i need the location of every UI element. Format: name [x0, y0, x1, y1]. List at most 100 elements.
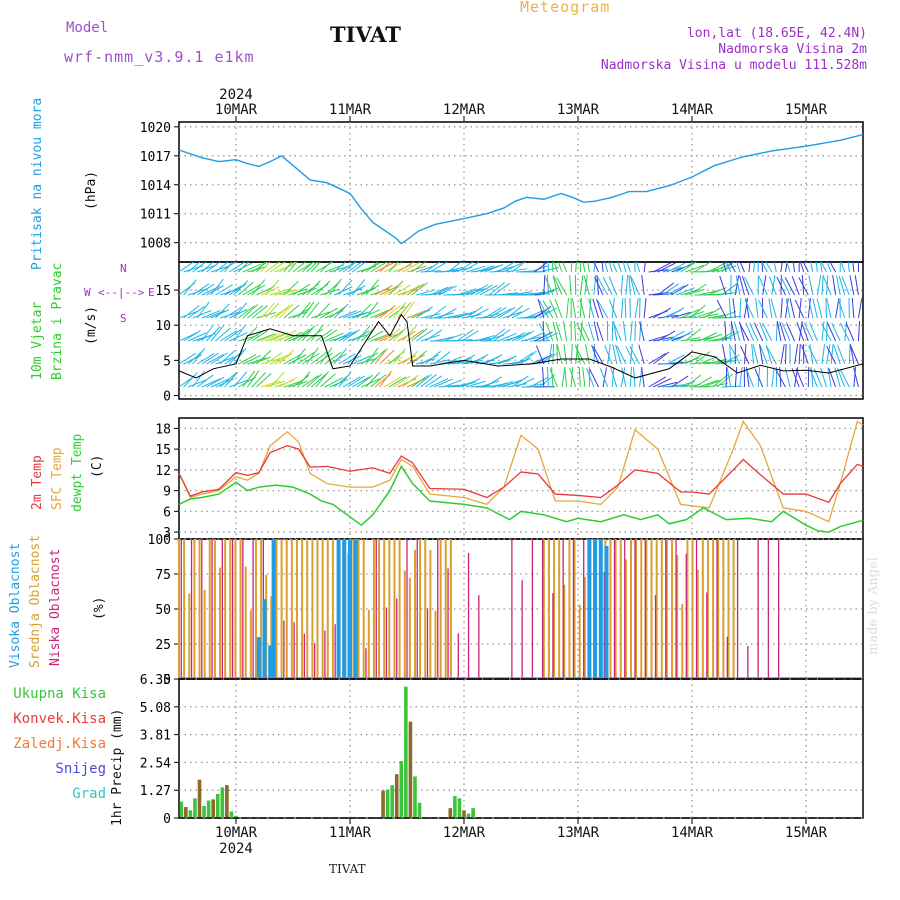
- wind-barb: [402, 374, 419, 388]
- precip-bar: [417, 802, 422, 818]
- wind-barb: [283, 353, 302, 365]
- wind-barb: [557, 262, 563, 273]
- wind-barb: [365, 262, 379, 273]
- wind-barb: [516, 377, 535, 388]
- wind-barb: [333, 262, 347, 273]
- wind-barb: [759, 344, 764, 365]
- station-elevation: Nadmorska Visina 2m: [718, 42, 867, 57]
- wind-barb: [370, 374, 387, 388]
- wind-barb: [347, 375, 365, 388]
- wind-barb: [553, 262, 558, 273]
- wind-barb: [689, 305, 706, 319]
- wind-barb: [260, 333, 280, 342]
- wind-barb: [315, 262, 334, 273]
- wind-barb: [301, 325, 316, 342]
- wind-barb: [215, 327, 231, 342]
- wind-barb: [753, 322, 764, 342]
- wind-barb: [484, 307, 502, 319]
- wind-barb: [306, 262, 319, 273]
- wind-barb: [233, 371, 248, 388]
- wind-barb: [251, 372, 267, 388]
- wind-barb: [745, 368, 755, 388]
- wind-barb: [237, 281, 254, 296]
- wind-barb: [242, 326, 258, 342]
- wind-barb: [502, 379, 522, 388]
- wind-barb: [265, 279, 280, 296]
- wind-barb: [342, 329, 360, 342]
- wind-barb: [629, 344, 633, 365]
- wind-barb: [356, 357, 377, 365]
- precip-bar: [197, 779, 202, 818]
- precip-bar: [385, 789, 390, 818]
- cloud-ytick-label: 25: [155, 638, 171, 653]
- high-cloud-bar: [604, 546, 609, 679]
- wind-barb: [219, 330, 238, 342]
- wind-barb: [821, 275, 824, 296]
- wind-barb: [260, 262, 271, 273]
- wind-barb: [657, 314, 678, 319]
- station-title: TIVAT: [330, 22, 401, 47]
- wind-barb: [599, 368, 609, 388]
- wind-barb: [608, 262, 613, 273]
- wind-barb: [479, 265, 500, 273]
- pressure-ytick-label: 1017: [140, 150, 171, 165]
- wind-barb: [179, 352, 197, 365]
- wind-barb: [279, 377, 298, 388]
- wind-barb: [447, 361, 468, 365]
- wind-barb: [365, 279, 380, 296]
- wind-barb: [703, 379, 723, 388]
- wind-ytick-label: 10: [155, 319, 171, 334]
- wind-barb: [539, 267, 559, 273]
- wind-barb: [342, 310, 362, 319]
- wind-barb: [411, 350, 427, 365]
- wind-barb: [580, 322, 590, 342]
- wind-barb: [507, 332, 526, 342]
- wind-barb: [333, 348, 347, 365]
- wind-barb: [319, 347, 333, 365]
- wind-barb: [392, 301, 407, 319]
- high-cloud-bar: [336, 539, 341, 679]
- wind-barb: [356, 303, 372, 319]
- compass-s: S: [120, 312, 127, 325]
- wind-barb: [256, 349, 272, 365]
- precip-bar: [179, 801, 184, 818]
- wind-barb: [563, 344, 568, 365]
- wind-barb: [196, 353, 215, 365]
- wind-barb: [538, 299, 549, 319]
- wind-barb: [529, 355, 549, 365]
- bottom-day-label: 11MAR: [329, 825, 372, 841]
- wind-barb: [629, 297, 631, 319]
- wind-barb: [620, 298, 624, 319]
- wind-barb: [265, 333, 285, 342]
- wind-barb: [620, 275, 624, 296]
- wind-barb: [292, 262, 307, 273]
- wind-barb: [621, 367, 627, 388]
- wind-barb: [187, 306, 205, 319]
- wind-barb: [611, 367, 615, 388]
- wind-barb: [570, 262, 573, 273]
- wind-barb: [689, 283, 707, 296]
- wind-barb: [397, 302, 411, 319]
- wind-barb: [707, 287, 727, 296]
- wind-barb: [694, 262, 712, 273]
- wind-barb: [383, 328, 401, 342]
- wind-barb: [773, 262, 777, 273]
- wind-barb: [210, 265, 231, 273]
- wind-barb: [411, 262, 427, 273]
- legend-freezing-rain: Zaledj.Kisa: [13, 736, 106, 752]
- wind-barb: [283, 331, 303, 342]
- wind-barb: [311, 311, 331, 319]
- wind-barb: [734, 367, 738, 388]
- top-day-label: 11MAR: [329, 102, 372, 118]
- wind-barb: [556, 343, 558, 365]
- wind-barb: [684, 353, 703, 365]
- precip-bar: [457, 798, 462, 818]
- wind-barb: [206, 353, 225, 365]
- wind-barb: [716, 311, 737, 319]
- wind-barb: [745, 322, 755, 342]
- bottom-day-label: 13MAR: [557, 825, 600, 841]
- wind-barb: [638, 344, 645, 365]
- wind-barb: [497, 307, 516, 319]
- wind-barb: [832, 275, 837, 296]
- wind-barb: [592, 298, 599, 319]
